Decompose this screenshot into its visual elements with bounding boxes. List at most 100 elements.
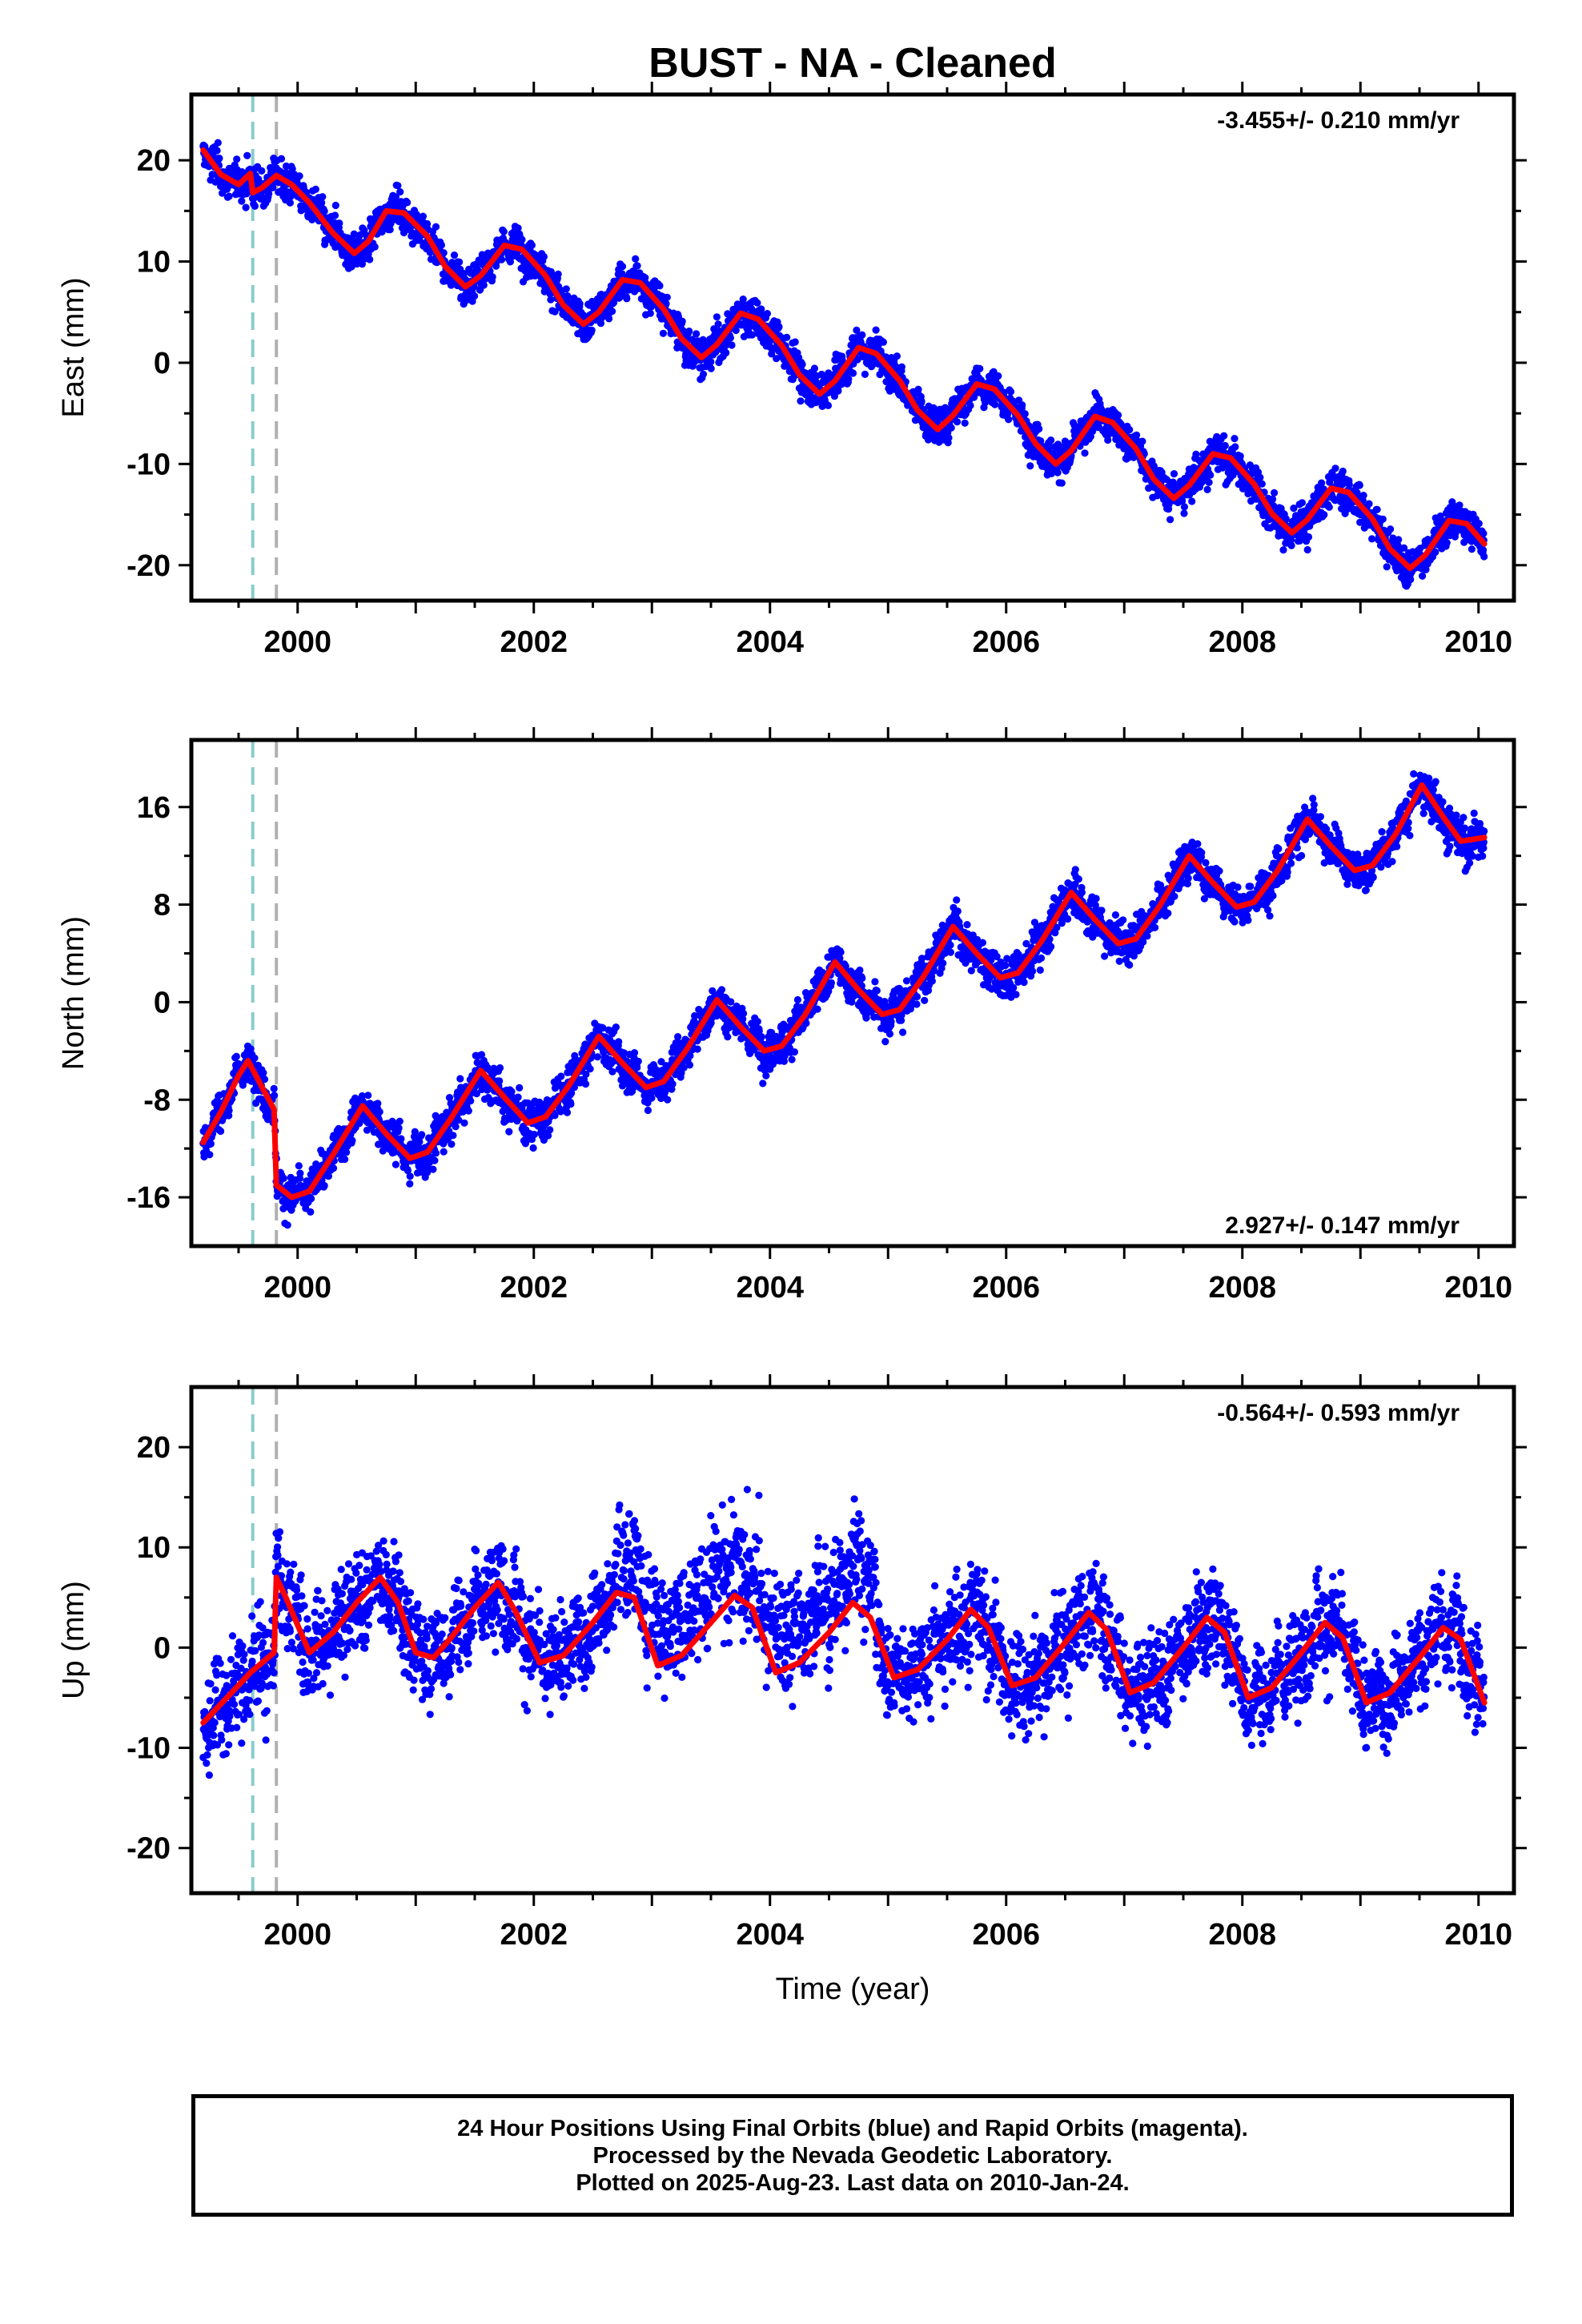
data-point: [1271, 489, 1279, 497]
data-point: [516, 1084, 524, 1092]
data-point: [1365, 500, 1373, 508]
data-point: [564, 292, 572, 300]
data-point: [432, 1149, 440, 1157]
data-point: [824, 401, 832, 409]
y-tick-label: -20: [126, 549, 171, 583]
data-point: [514, 224, 522, 232]
data-point: [582, 1070, 590, 1078]
plot-area: [199, 94, 1488, 601]
data-point: [551, 1112, 559, 1120]
data-point: [396, 188, 404, 196]
data-point: [1303, 545, 1311, 554]
x-tick-label: 2004: [736, 625, 804, 659]
data-point: [605, 315, 613, 323]
data-point: [471, 292, 479, 300]
data-point: [445, 1094, 454, 1102]
data-point: [546, 1126, 554, 1134]
data-point: [1221, 441, 1229, 450]
data-point: [1339, 467, 1347, 476]
data-point: [798, 360, 806, 368]
data-point: [556, 1108, 565, 1116]
data-point: [678, 317, 686, 325]
data-point: [1475, 520, 1483, 528]
data-point: [214, 139, 222, 147]
data-point: [699, 370, 708, 378]
data-point: [563, 1108, 572, 1116]
data-point: [518, 235, 526, 243]
data-point: [914, 385, 922, 393]
data-point: [404, 1167, 412, 1175]
data-point: [1192, 450, 1200, 458]
data-point: [562, 285, 570, 293]
data-point: [355, 1120, 363, 1128]
data-point: [544, 1132, 552, 1140]
data-point: [506, 258, 515, 266]
data-point: [861, 370, 869, 378]
data-point: [488, 273, 496, 281]
data-point: [714, 320, 722, 328]
data-point: [283, 1221, 291, 1229]
data-point: [834, 387, 842, 395]
data-point: [406, 1172, 414, 1180]
data-point: [1150, 462, 1158, 470]
data-point: [618, 263, 627, 271]
data-point: [374, 1100, 382, 1108]
data-point: [473, 1059, 481, 1067]
data-point: [1368, 535, 1376, 543]
data-point: [1431, 548, 1439, 557]
data-point: [893, 352, 901, 360]
data-point: [540, 252, 548, 261]
y-tick-label: 0: [154, 347, 171, 380]
data-point: [699, 336, 707, 344]
data-point: [570, 1084, 579, 1092]
data-point: [1318, 479, 1326, 487]
data-point: [1207, 471, 1215, 479]
data-point: [296, 1169, 304, 1177]
rate-label: -3.455+/- 0.210 mm/yr: [1217, 107, 1460, 134]
data-point: [1203, 485, 1211, 494]
data-point: [259, 1069, 267, 1077]
data-point: [994, 372, 1002, 380]
data-point: [693, 330, 701, 338]
x-tick-label: 2000: [263, 625, 331, 659]
data-point: [429, 1165, 437, 1173]
data-point: [1480, 553, 1488, 561]
data-point: [568, 1089, 576, 1097]
data-point: [810, 364, 819, 372]
data-point: [396, 1117, 404, 1125]
data-point: [685, 328, 693, 336]
data-point: [1180, 509, 1188, 517]
data-point: [386, 226, 394, 234]
data-point: [271, 1092, 279, 1100]
data-point: [213, 147, 221, 155]
data-point: [324, 1172, 332, 1180]
data-point: [1180, 503, 1188, 511]
data-point: [500, 227, 508, 235]
data-point: [722, 348, 730, 357]
data-point: [343, 1148, 351, 1156]
data-point: [431, 1156, 439, 1164]
data-point: [586, 1065, 594, 1073]
data-point: [849, 369, 857, 377]
data-point: [641, 274, 649, 282]
data-point: [953, 418, 962, 426]
data-point: [496, 1077, 504, 1085]
data-point: [976, 364, 984, 372]
data-point: [1231, 435, 1239, 443]
data-point: [397, 1135, 405, 1143]
data-point: [1279, 546, 1287, 554]
data-point: [455, 1116, 463, 1124]
data-point: [243, 151, 251, 159]
data-point: [732, 326, 740, 335]
data-point: [1005, 416, 1013, 424]
data-point: [497, 255, 506, 263]
data-point: [232, 1052, 240, 1060]
data-point: [437, 241, 446, 249]
data-point: [456, 1075, 464, 1083]
data-point: [480, 281, 488, 289]
data-point: [739, 296, 747, 304]
data-point: [783, 333, 791, 341]
data-point: [845, 375, 853, 383]
y-tick-label: -10: [126, 448, 171, 481]
